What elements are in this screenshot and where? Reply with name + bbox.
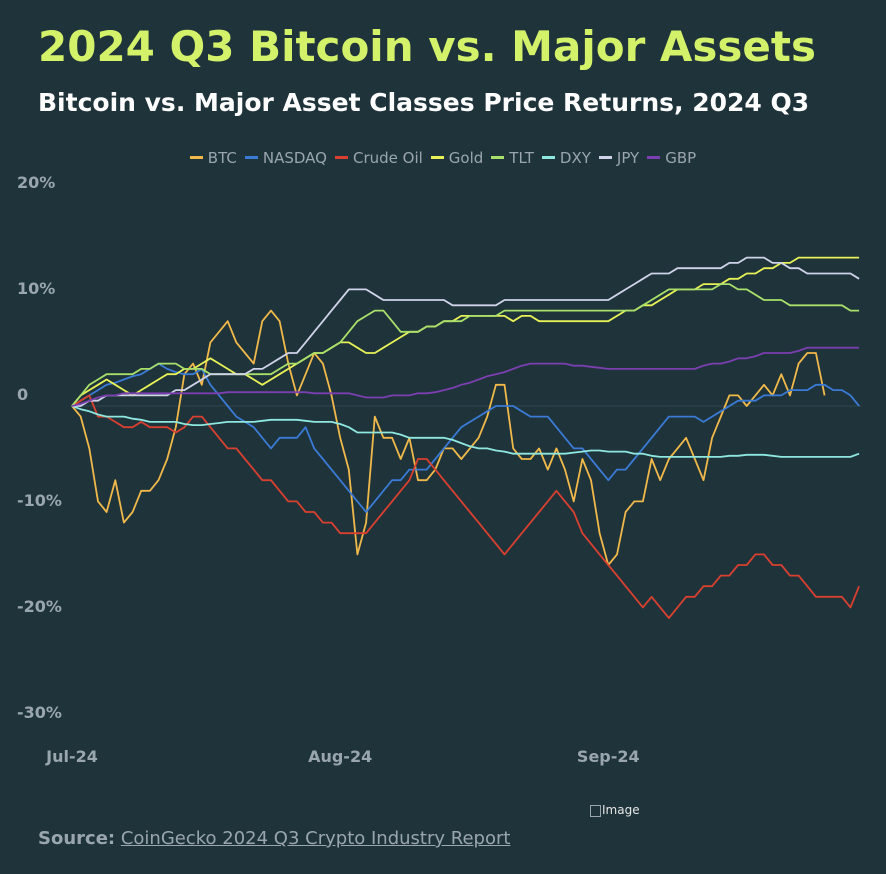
series-line-gbp xyxy=(71,346,860,407)
legend: BTC NASDAQ Crude Oil Gold TLT DXY JPY GBP xyxy=(0,149,886,167)
legend-label: JPY xyxy=(616,149,640,167)
chart-title: 2024 Q3 Bitcoin vs. Major Assets xyxy=(38,22,816,71)
broken-image-icon xyxy=(590,804,601,817)
x-tick-label: Jul-24 xyxy=(45,747,98,766)
chart-subtitle: Bitcoin vs. Major Asset Classes Price Re… xyxy=(38,88,810,117)
source-label: Source: xyxy=(38,828,116,849)
legend-label: NASDAQ xyxy=(262,149,327,167)
legend-label: TLT xyxy=(509,149,534,167)
y-tick-label: 10% xyxy=(17,279,55,298)
x-tick-label: Aug-24 xyxy=(308,747,372,766)
series-line-tlt xyxy=(71,283,860,407)
y-tick-label: 0 xyxy=(17,385,28,404)
legend-item-dxy[interactable]: DXY xyxy=(541,149,591,167)
legend-item-crude-oil[interactable]: Crude Oil xyxy=(334,149,423,167)
legend-item-gbp[interactable]: GBP xyxy=(647,149,696,167)
legend-swatch xyxy=(244,156,258,159)
series-line-crude-oil xyxy=(71,394,860,619)
y-tick-label: -30% xyxy=(17,703,62,722)
legend-swatch xyxy=(430,156,444,159)
legend-swatch xyxy=(334,156,348,159)
broken-image-placeholder: Image xyxy=(590,803,640,817)
y-tick-label: 20% xyxy=(17,173,55,192)
legend-label: Gold xyxy=(448,149,484,167)
legend-label: GBP xyxy=(665,149,697,167)
legend-item-btc[interactable]: BTC xyxy=(189,149,237,167)
legend-swatch xyxy=(541,156,555,159)
source-line: Source: CoinGecko 2024 Q3 Crypto Industr… xyxy=(38,828,510,849)
series-line-dxy xyxy=(71,405,860,458)
x-tick-label: Sep-24 xyxy=(577,747,640,766)
y-axis-ticks: 20% 10% 0 -10% -20% -30% xyxy=(17,173,62,722)
broken-image-alt: Image xyxy=(602,803,640,817)
legend-item-tlt[interactable]: TLT xyxy=(491,149,534,167)
legend-item-nasdaq[interactable]: NASDAQ xyxy=(244,149,327,167)
series-line-gold xyxy=(71,256,860,407)
series-layer xyxy=(71,256,860,619)
legend-item-jpy[interactable]: JPY xyxy=(598,149,640,167)
source-link[interactable]: CoinGecko 2024 Q3 Crypto Industry Report xyxy=(120,828,511,849)
y-tick-label: -10% xyxy=(17,491,62,510)
series-line-jpy xyxy=(72,256,860,407)
legend-label: BTC xyxy=(207,149,237,167)
x-axis-ticks: Jul-24 Aug-24 Sep-24 xyxy=(45,747,640,766)
legend-swatch xyxy=(491,156,505,159)
legend-item-gold[interactable]: Gold xyxy=(430,149,484,167)
series-line-btc xyxy=(71,309,826,566)
y-tick-label: -20% xyxy=(17,597,62,616)
legend-label: Crude Oil xyxy=(352,149,423,167)
legend-swatch xyxy=(189,156,203,159)
line-chart: 20% 10% 0 -10% -20% -30% Jul-24 Aug-24 Sep-24 xyxy=(17,173,862,766)
legend-swatch xyxy=(598,156,612,159)
series-line-nasdaq xyxy=(71,362,860,513)
legend-swatch xyxy=(647,156,661,159)
legend-label: DXY xyxy=(559,149,591,167)
